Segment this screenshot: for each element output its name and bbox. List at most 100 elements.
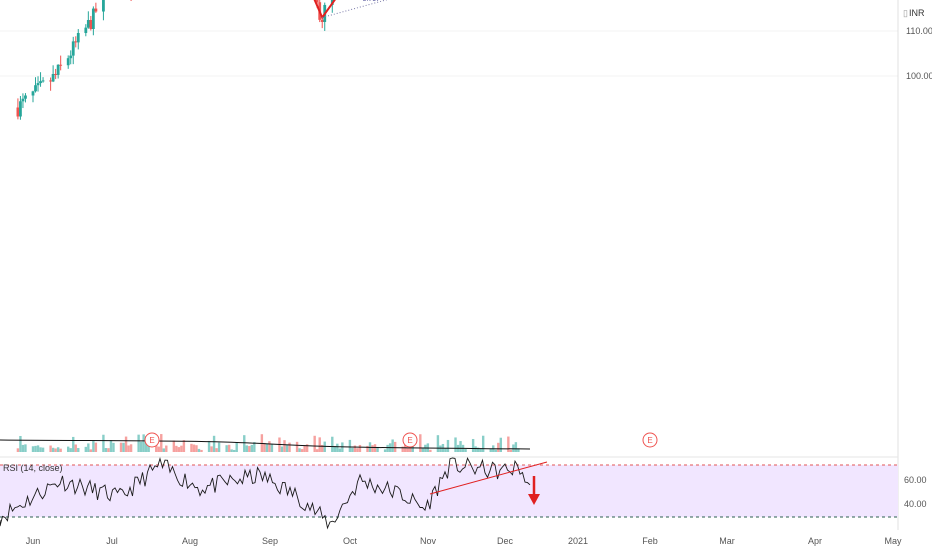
volume-bar [119,442,123,452]
volume-bar [497,442,500,452]
volume-bar [19,435,22,452]
volume-bar [494,449,497,452]
candle-body [84,27,88,33]
volume-bar [34,445,37,452]
x-axis: Jun Jul Aug Sep Oct Nov Dec 2021 Feb Mar Apr May [26,536,902,546]
volume-bar [421,447,425,452]
volume-bar [112,442,115,452]
volume-bar [77,447,80,452]
volume-bar [207,440,211,452]
x-tick-label: Oct [343,536,358,546]
volume-bar [41,447,45,452]
candle-body [315,0,319,3]
volume-bar [67,446,70,452]
volume-bar [280,446,284,452]
volume-bar [336,443,339,452]
volume-bar [509,449,513,452]
volume-bar [313,435,316,452]
volume-bar [190,443,193,452]
volume-bar [54,448,57,452]
volume-bar [479,448,482,452]
x-tick-label: Mar [719,536,735,546]
volume-bar [331,436,334,452]
candle-body [41,80,45,82]
volume-bar [499,437,502,452]
candles [16,0,520,452]
candle-body [21,98,25,102]
volume-bar [248,446,251,452]
volume-bar [270,444,274,452]
volume-bar [358,444,362,452]
volume-bar [446,439,450,452]
rsi-tick-label: 60.00 [904,475,927,485]
earnings-event-marker [642,432,658,448]
candle-body [24,95,27,99]
volume-bar [300,449,304,452]
volume-bar [341,442,344,452]
earnings-event-marker [144,432,160,448]
candle-body [34,85,37,92]
volume-bar [233,449,236,452]
volume-bar [225,445,228,452]
volume-bar [31,446,35,452]
volume-bar [386,444,389,452]
volume-bar [160,434,163,452]
volume-bar [391,439,394,452]
volume-bar [366,445,369,452]
volume-bar [321,444,324,452]
volume-bar [227,444,231,452]
rsi-trendline [429,461,548,495]
x-tick-label: Dec [497,536,514,546]
volume-bar [514,442,518,452]
volume-bar [36,445,40,452]
y-tick-label: 100.00 [906,71,932,81]
x-tick-label: Apr [808,536,822,546]
candle-body [71,41,75,56]
volume-bar [74,444,77,452]
volume-bar [517,448,520,452]
rsi-band-fill [0,465,898,517]
volume-bar [122,442,125,452]
volume-bar [157,446,160,452]
volume-bar [127,445,130,452]
x-tick-label: 2021 [568,536,588,546]
earnings-event-label: E [647,436,652,445]
candle-body [94,8,98,12]
volume-bar [323,441,326,452]
volume-bar [454,437,457,452]
currency-box-icon: ▯ [903,8,908,18]
candle-body [59,64,63,66]
volume-bar [474,446,477,452]
crab-pattern: 0.6180.7071.6183.140CrabHOP: (184.4500)(… [313,0,388,20]
candle-body [66,58,70,66]
volume-bar [210,446,213,452]
volume-bar [283,440,286,452]
y-axis: 100.00110.00120.00130.00140.00150.00160.… [0,0,932,530]
volume-bar [165,445,168,452]
volume-ma-line [0,439,531,450]
volume-bar [92,440,95,452]
volume-bar [444,448,447,452]
volume-bar [230,449,233,452]
earnings-event-label: E [149,436,154,445]
volume-bar [338,448,342,452]
volume-bar [351,447,354,452]
volume-bar [305,444,309,452]
volume-bar [137,434,140,452]
candle-body [31,91,35,96]
volume-bar [303,445,306,452]
volume-bar [285,444,289,452]
volume-bar [87,443,90,452]
volume-bar [464,448,467,452]
down-arrow-icon [528,494,540,505]
volume-bar [192,444,196,452]
volume-bar [263,442,266,452]
volume-bar [393,441,397,452]
volume-bar [243,435,246,452]
volume-bar [235,442,238,452]
volume-bar [49,445,52,452]
volume-bar [16,448,20,452]
volume-bar [84,446,88,452]
